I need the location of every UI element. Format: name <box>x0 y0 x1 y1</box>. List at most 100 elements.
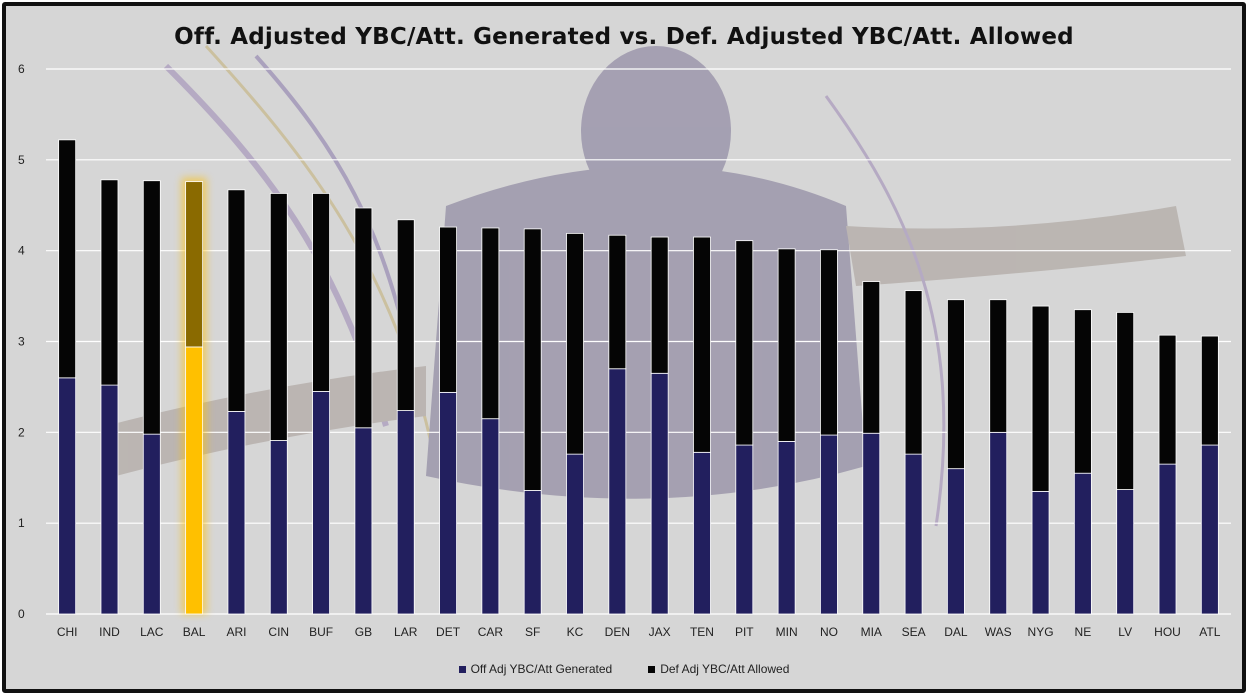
legend: Off Adj YBC/Att Generated Def Adj YBC/At… <box>6 662 1242 676</box>
legend-swatch-offense <box>458 665 466 673</box>
x-tick-label: NE <box>1075 625 1092 639</box>
bar-offense-kc <box>566 453 584 615</box>
bar-offense-lv <box>1116 489 1135 615</box>
bar-offense-ten <box>693 451 711 615</box>
bar-defense-bal <box>185 181 204 348</box>
x-tick-label: NYG <box>1028 625 1054 639</box>
bar-defense-jax <box>650 236 669 374</box>
bar-defense-chi <box>58 139 77 379</box>
bar-offense-no <box>820 434 838 615</box>
x-tick-label: BAL <box>183 625 206 639</box>
bar-defense-det <box>439 226 457 393</box>
x-tick-label: CHI <box>57 625 78 639</box>
bar-offense-pit <box>735 444 754 615</box>
y-tick-label: 5 <box>18 153 25 167</box>
bar-offense-ne <box>1073 472 1092 615</box>
bar-offense-car <box>481 418 500 615</box>
bar-offense-dal <box>947 468 965 615</box>
chart-title: Off. Adjusted YBC/Att. Generated vs. Def… <box>174 24 1074 50</box>
bar-offense-sea <box>904 453 923 615</box>
bar-offense-hou <box>1158 463 1177 615</box>
y-tick-label: 0 <box>18 607 25 621</box>
bar-offense-lac <box>142 433 161 615</box>
bar-offense-was <box>989 431 1008 615</box>
bar-offense-gb <box>354 427 373 615</box>
y-tick-label: 6 <box>18 62 25 76</box>
bar-offense-nyg <box>1031 490 1050 615</box>
legend-swatch-defense <box>648 665 656 673</box>
bar-offense-cin <box>269 440 288 615</box>
bar-defense-buf <box>312 193 330 392</box>
legend-item-defense: Def Adj YBC/Att Allowed <box>648 662 789 676</box>
bar-defense-sea <box>904 290 923 455</box>
x-tick-label: DAL <box>944 625 968 639</box>
bar-defense-dal <box>947 299 965 470</box>
bar-offense-mia <box>862 432 881 615</box>
x-tick-label: IND <box>99 625 120 639</box>
bar-defense-den <box>608 234 627 370</box>
bar-offense-atl <box>1200 444 1219 615</box>
bar-offense-lar <box>396 410 415 615</box>
bar-defense-mia <box>862 281 881 434</box>
bar-offense-buf <box>312 391 330 615</box>
x-tick-label: DEN <box>605 625 630 639</box>
legend-item-offense: Off Adj YBC/Att Generated <box>458 662 613 676</box>
x-tick-label: SF <box>525 625 540 639</box>
bar-defense-no <box>820 249 838 436</box>
x-tick-label: ARI <box>226 625 246 639</box>
x-tick-label: HOU <box>1154 625 1181 639</box>
bar-defense-lar <box>396 219 415 411</box>
bar-defense-lac <box>142 180 161 435</box>
bar-offense-sf <box>523 490 542 615</box>
x-tick-label: KC <box>567 625 584 639</box>
bar-defense-sf <box>523 228 542 491</box>
legend-label-offense: Off Adj YBC/Att Generated <box>470 662 613 676</box>
x-tick-label: WAS <box>985 625 1012 639</box>
bar-defense-ari <box>227 189 246 412</box>
bar-defense-cin <box>269 193 288 441</box>
bar-defense-ne <box>1073 309 1092 474</box>
x-tick-label: TEN <box>690 625 714 639</box>
x-tick-label: LAR <box>394 625 418 639</box>
y-tick-label: 1 <box>18 516 25 530</box>
x-tick-label: CIN <box>268 625 289 639</box>
bar-offense-ind <box>100 384 119 615</box>
x-tick-label: GB <box>355 625 372 639</box>
x-tick-label: MIA <box>861 625 882 639</box>
bar-offense-ari <box>227 411 246 615</box>
bar-defense-gb <box>354 207 373 429</box>
x-tick-label: SEA <box>902 625 926 639</box>
bar-defense-hou <box>1158 334 1177 465</box>
x-tick-label: NO <box>820 625 838 639</box>
legend-label-defense: Def Adj YBC/Att Allowed <box>660 662 790 676</box>
y-tick-label: 2 <box>18 425 25 439</box>
x-tick-label: ATL <box>1199 625 1220 639</box>
bar-offense-bal <box>185 346 204 615</box>
bar-offense-chi <box>58 377 77 615</box>
x-tick-label: LV <box>1118 625 1132 639</box>
bar-defense-was <box>989 299 1008 433</box>
x-tick-label: MIN <box>776 625 798 639</box>
x-tick-label: JAX <box>649 625 671 639</box>
bar-offense-min <box>777 441 796 615</box>
bar-offense-jax <box>650 372 669 615</box>
x-tick-label: PIT <box>735 625 754 639</box>
y-tick-label: 3 <box>18 335 25 349</box>
bar-defense-ten <box>693 236 711 453</box>
bar-defense-kc <box>566 233 584 455</box>
x-tick-label: CAR <box>478 625 504 639</box>
bar-defense-atl <box>1200 335 1219 446</box>
y-tick-label: 4 <box>18 244 25 258</box>
bar-offense-den <box>608 368 627 615</box>
x-tick-label: LAC <box>140 625 164 639</box>
bar-offense-det <box>439 391 457 615</box>
bar-chart: 0 1 2 3 4 5 6 CHI IND LAC BAL ARI CIN BUF GB LAR DET CAR S… <box>18 62 1231 639</box>
bar-defense-nyg <box>1031 305 1050 492</box>
bar-defense-ind <box>100 179 119 386</box>
x-tick-label: BUF <box>309 625 333 639</box>
bar-defense-car <box>481 227 500 420</box>
x-tick-label: DET <box>436 625 461 639</box>
bar-defense-min <box>777 248 796 442</box>
bar-defense-pit <box>735 240 754 446</box>
